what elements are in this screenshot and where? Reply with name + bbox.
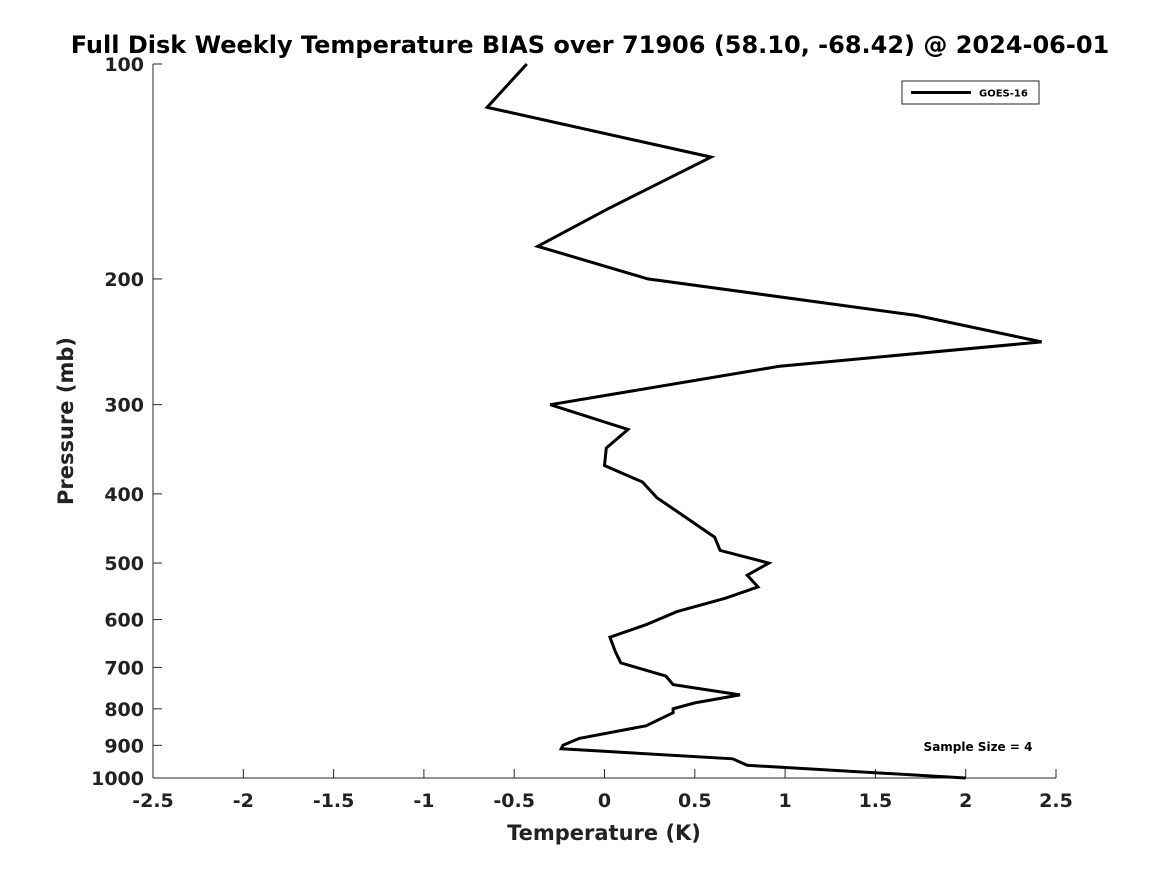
axes bbox=[152, 63, 1057, 779]
y-tick-label: 500 bbox=[104, 553, 144, 575]
y-tick-label: 700 bbox=[104, 657, 144, 679]
y-tick-label: 300 bbox=[104, 395, 144, 417]
x-tick-label: 1.5 bbox=[859, 790, 893, 812]
x-axis-label: Temperature (K) bbox=[507, 821, 701, 845]
y-axis-label: Pressure (mb) bbox=[54, 337, 78, 505]
x-tick-label: 1 bbox=[778, 790, 791, 812]
y-tick-label: 100 bbox=[104, 54, 144, 76]
x-tick-label: 0 bbox=[598, 790, 611, 812]
x-tick-label: 2 bbox=[959, 790, 972, 812]
sample-size-annotation: Sample Size = 4 bbox=[924, 740, 1033, 754]
x-tick-label: 2.5 bbox=[1039, 790, 1073, 812]
series-line-goes-16 bbox=[484, 62, 1042, 780]
y-tick-label: 800 bbox=[104, 699, 144, 721]
chart-title: Full Disk Weekly Temperature BIAS over 7… bbox=[71, 31, 1110, 59]
plot-area bbox=[484, 62, 1042, 780]
legend-label-goes-16: GOES-16 bbox=[979, 89, 1028, 100]
y-tick-label: 600 bbox=[104, 610, 144, 632]
x-tick-label: 0.5 bbox=[678, 790, 712, 812]
tick-labels: -2.5 -2 -1.5 -1 -0.5 0 0.5 1 1.5 2 2.5 100 200 300 400… bbox=[91, 54, 1073, 812]
y-tick-label: 200 bbox=[104, 269, 144, 291]
y-tick-label: 1000 bbox=[91, 768, 144, 790]
y-tick-label: 900 bbox=[104, 735, 144, 757]
x-tick-label: -2 bbox=[233, 790, 254, 812]
x-tick-label: -0.5 bbox=[493, 790, 535, 812]
legend: GOES-16 bbox=[901, 80, 1040, 105]
x-tick-label: -1 bbox=[413, 790, 434, 812]
x-tick-label: -1.5 bbox=[313, 790, 355, 812]
x-tick-label: -2.5 bbox=[132, 790, 174, 812]
y-tick-label: 400 bbox=[104, 484, 144, 506]
